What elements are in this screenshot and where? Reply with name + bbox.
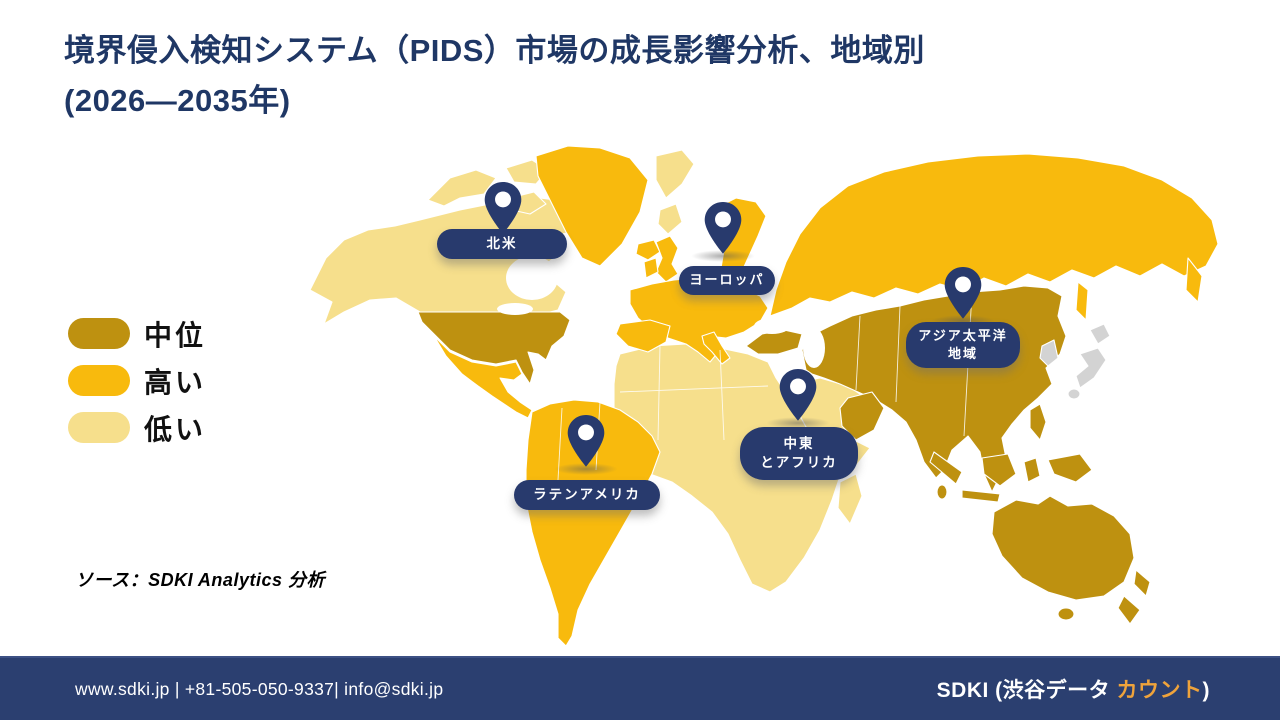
location-pin-icon-europe	[704, 202, 742, 254]
title-line-2: (2026—2035年)	[64, 83, 291, 119]
region-tasmania	[1057, 607, 1075, 621]
region-label-latin-america: ラテンアメリカ	[514, 480, 660, 510]
legend-item-high: 高い	[68, 365, 206, 398]
region-japan-hokkaido	[1089, 323, 1111, 345]
region-label-middle-east-africa-text-2: とアフリカ	[760, 454, 838, 470]
region-label-middle-east-africa-text: 中東	[783, 435, 815, 451]
region-new-guinea	[1047, 453, 1093, 483]
region-philippines	[1029, 403, 1047, 441]
legend-swatch-medium	[68, 318, 130, 349]
region-java	[961, 489, 1001, 503]
region-label-asia-pacific: アジア太平洋 地域	[906, 322, 1020, 368]
pin-shadow-middle-east-africa	[766, 417, 830, 429]
pin-shadow-europe	[691, 250, 755, 262]
region-label-latin-america-text: ラテンアメリカ	[533, 486, 641, 502]
border-lines-africa	[619, 345, 769, 441]
region-usa	[417, 311, 571, 385]
footer-brand: SDKI (渋谷データ カウント)	[937, 674, 1210, 704]
footer-brand-highlight: カウント	[1116, 679, 1203, 702]
region-mexico-central-america	[433, 335, 533, 419]
page-title: 境界侵入検知システム（PIDS）市場の成長影響分析、地域別 (2026—2035…	[64, 26, 1204, 126]
footer-brand-suffix: )	[1202, 679, 1210, 702]
caspian-sea	[803, 328, 825, 368]
footer-contact: www.sdki.jp | +81-505-050-9337| info@sdk…	[75, 678, 444, 699]
world-map	[300, 140, 1235, 650]
region-label-middle-east-africa: 中東 とアフリカ	[740, 427, 858, 480]
pin-shadow-latin-america	[554, 463, 618, 475]
region-japan-kyushu	[1067, 388, 1081, 400]
region-label-north-america: 北米	[437, 229, 567, 259]
legend-item-medium: 中位	[68, 318, 206, 351]
legend-swatch-low	[68, 412, 130, 443]
region-new-zealand-north	[1133, 569, 1151, 597]
region-sri-lanka	[936, 484, 948, 500]
region-japan-honshu	[1075, 347, 1107, 389]
legend-label-low: 低い	[144, 413, 207, 445]
region-sumatra	[929, 451, 963, 485]
black-sea	[754, 318, 790, 334]
region-arctic-islands	[427, 169, 497, 207]
region-new-zealand-south	[1117, 595, 1141, 625]
legend-label-medium: 中位	[144, 319, 207, 351]
legend-item-low: 低い	[68, 412, 206, 445]
region-greenland	[535, 145, 649, 267]
region-sakhalin	[1075, 281, 1089, 321]
region-iceland	[635, 239, 661, 261]
region-gulf-yemen-oman	[839, 391, 885, 441]
region-label-europe-text: ヨーロッパ	[689, 272, 765, 288]
footer-brand-prefix: SDKI (渋谷データ	[936, 679, 1117, 702]
region-russia	[769, 153, 1219, 317]
region-svalbard	[655, 149, 695, 199]
region-sulawesi	[1023, 457, 1041, 483]
region-label-europe: ヨーロッパ	[679, 266, 775, 295]
region-ireland	[643, 257, 659, 279]
source-note: ソース：SDKI Analytics 分析	[75, 570, 325, 590]
region-south-america	[525, 399, 661, 647]
footer-bar: www.sdki.jp | +81-505-050-9337| info@sdk…	[0, 656, 1280, 720]
location-pin-icon-north-america	[484, 182, 522, 234]
hudson-bay	[506, 256, 558, 300]
location-pin-icon-middle-east-africa	[779, 369, 817, 421]
title-line-1: 境界侵入検知システム（PIDS）市場の成長影響分析、地域別	[64, 33, 925, 68]
region-iberia	[615, 319, 671, 353]
world-map-svg	[309, 145, 1219, 647]
location-pin-icon-latin-america	[567, 415, 605, 467]
region-australia	[991, 495, 1135, 601]
region-italy	[701, 331, 731, 365]
region-label-north-america-text: 北米	[486, 235, 518, 251]
region-korea	[1039, 339, 1059, 367]
region-label-asia-pacific-text: アジア太平洋	[918, 327, 1008, 343]
region-madagascar	[837, 473, 863, 525]
region-kamchatka	[1185, 257, 1203, 303]
region-svalbard-2	[657, 203, 683, 235]
region-uk	[655, 235, 679, 283]
great-lakes	[497, 303, 533, 315]
legend-label-high: 高い	[144, 366, 207, 398]
region-borneo	[981, 453, 1017, 487]
location-pin-icon-asia-pacific	[944, 267, 982, 319]
legend: 中位 高い 低い	[68, 318, 206, 459]
legend-swatch-high	[68, 365, 130, 396]
region-label-asia-pacific-text-2: 地域	[947, 346, 978, 361]
